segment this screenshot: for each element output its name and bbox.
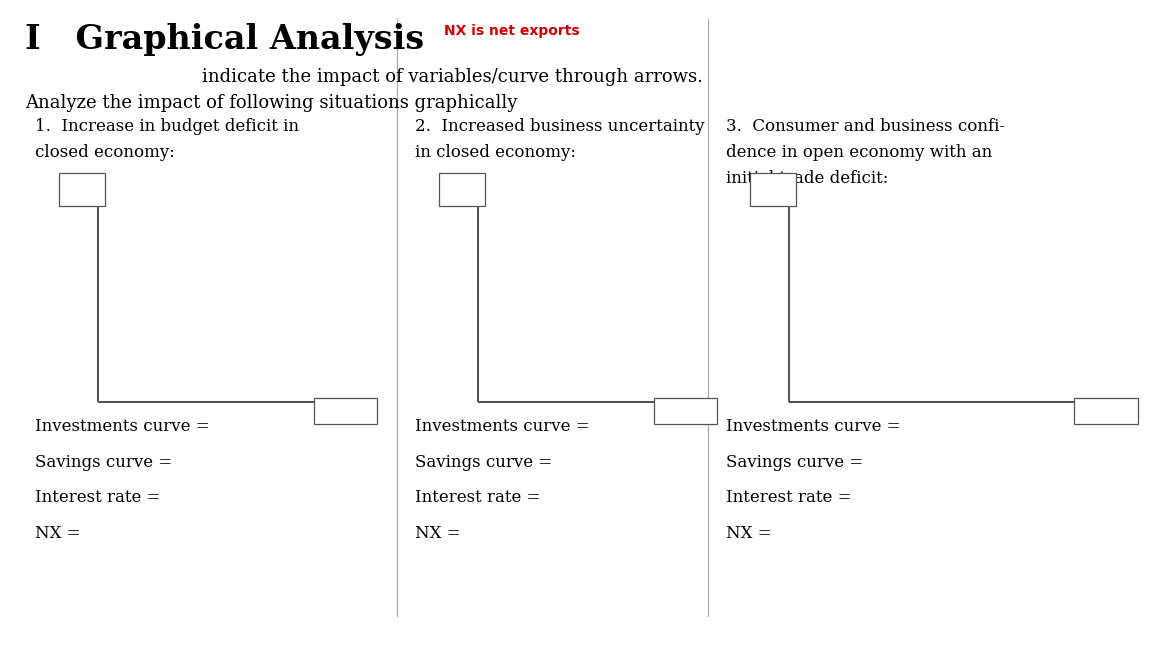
Text: Interest rate =: Interest rate =: [35, 489, 160, 506]
Bar: [654, 398, 717, 424]
Text: 2.  Increased business uncertainty: 2. Increased business uncertainty: [415, 118, 704, 135]
Text: Savings curve =: Savings curve =: [726, 454, 863, 470]
Bar: [313, 398, 377, 424]
Bar: [750, 173, 796, 206]
Text: Interest rate =: Interest rate =: [415, 489, 540, 506]
Text: NX =: NX =: [35, 525, 81, 542]
Text: NX =: NX =: [726, 525, 772, 542]
Text: Investments curve =: Investments curve =: [35, 418, 210, 435]
Text: Interest rate =: Interest rate =: [726, 489, 851, 506]
Text: in closed economy:: in closed economy:: [415, 144, 576, 161]
Text: Savings curve =: Savings curve =: [35, 454, 172, 470]
Text: dence in open economy with an: dence in open economy with an: [726, 144, 992, 161]
Text: Savings curve =: Savings curve =: [415, 454, 552, 470]
Text: Investments curve =: Investments curve =: [726, 418, 901, 435]
Text: closed economy:: closed economy:: [35, 144, 174, 161]
Bar: [59, 173, 105, 206]
Text: 3.  Consumer and business confi-: 3. Consumer and business confi-: [726, 118, 1005, 135]
Bar: [1074, 398, 1138, 424]
Text: Investments curve =: Investments curve =: [415, 418, 590, 435]
Bar: [439, 173, 485, 206]
Text: NX is net exports: NX is net exports: [444, 24, 579, 38]
Text: I   Graphical Analysis: I Graphical Analysis: [25, 23, 424, 56]
Text: 1.  Increase in budget deficit in: 1. Increase in budget deficit in: [35, 118, 298, 135]
Text: NX =: NX =: [415, 525, 461, 542]
Text: Analyze the impact of following situations graphically: Analyze the impact of following situatio…: [25, 94, 517, 112]
Text: indicate the impact of variables/curve through arrows.: indicate the impact of variables/curve t…: [202, 68, 703, 86]
Text: initial trade deficit:: initial trade deficit:: [726, 170, 888, 187]
